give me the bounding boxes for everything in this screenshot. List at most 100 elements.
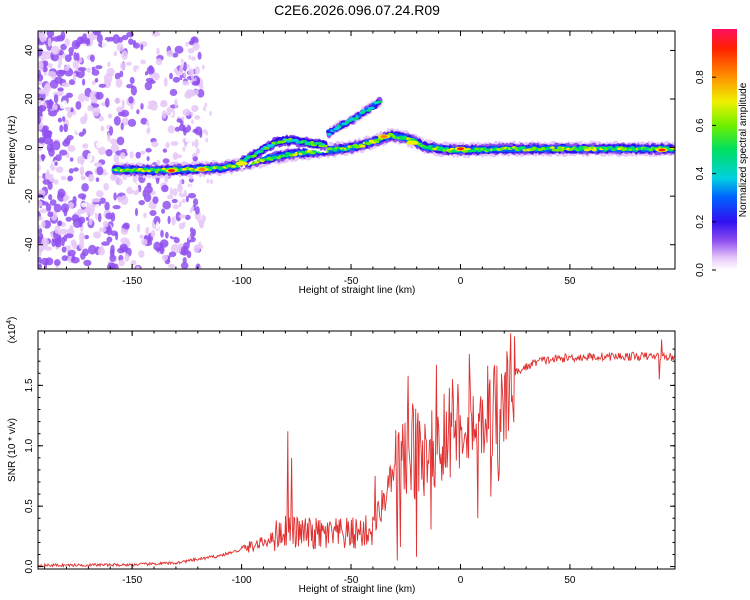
heatmap-noise-cell xyxy=(57,63,62,69)
heatmap-noise-cell xyxy=(188,185,193,194)
heatmap-ridge-cell xyxy=(264,147,270,150)
heatmap-noise-cell xyxy=(198,241,202,247)
heatmap-noise-cell xyxy=(104,201,110,211)
heatmap-noise-cell xyxy=(156,159,161,166)
heatmap-ridge-cell xyxy=(583,146,588,149)
colorbar-gradient xyxy=(712,29,737,270)
spectrogram-panel: -150 -100 -50 0 50 -40 -20 0 20 40 Height of str… xyxy=(7,30,676,296)
colorbar-tick-label: 0.2 xyxy=(695,214,706,228)
heatmap-noise-cell xyxy=(95,65,103,70)
heatmap-ridge-cell xyxy=(353,117,359,120)
heatmap-noise-cell xyxy=(121,117,129,126)
heatmap-noise-cell xyxy=(46,143,54,153)
heatmap-noise-cell xyxy=(84,234,89,240)
heatmap-noise-cell xyxy=(41,154,45,162)
heatmap-noise-cell xyxy=(183,189,187,195)
heatmap-noise-cell xyxy=(87,152,93,162)
heatmap-noise-cell xyxy=(89,90,98,101)
heatmap-noise-cell xyxy=(56,250,63,256)
heatmap-noise-cell xyxy=(57,87,64,92)
heatmap-noise-cell xyxy=(191,56,196,61)
heatmap-ridge-cell xyxy=(326,132,332,136)
heatmap-noise-cell xyxy=(115,78,123,88)
heatmap-noise-cell xyxy=(82,143,89,149)
heatmap-noise-cell xyxy=(47,211,54,218)
heatmap-noise-cell xyxy=(82,78,86,86)
heatmap-noise-cell xyxy=(94,78,99,83)
heatmap-noise-cell xyxy=(186,64,190,69)
heatmap-noise-cell xyxy=(67,201,74,209)
heatmap-noise-cell xyxy=(182,108,191,116)
heatmap-noise-cell xyxy=(174,98,178,109)
heatmap-noise-cell xyxy=(110,143,120,154)
heatmap-noise-cell xyxy=(107,113,113,119)
heatmap-noise-cell xyxy=(71,114,79,120)
heatmap-noise-cell xyxy=(162,200,171,210)
heatmap-noise-cell xyxy=(48,90,54,100)
heatmap-noise-cell xyxy=(194,66,200,75)
heatmap-ridge-cell xyxy=(619,146,624,149)
heatmap-noise-cell xyxy=(61,203,69,213)
svg-text:(x104): (x104) xyxy=(6,317,18,344)
colorbar-ticks: 0.0 0.2 0.4 0.6 0.8 xyxy=(695,70,716,277)
heatmap-noise-cell xyxy=(62,140,70,147)
heatmap-noise-cell xyxy=(183,33,189,40)
heatmap-noise-cell xyxy=(132,252,141,259)
heatmap-noise-cell xyxy=(91,69,100,76)
heatmap-noise-cell xyxy=(72,241,78,250)
heatmap-ridge-cell xyxy=(259,150,264,153)
heatmap-noise-cell xyxy=(39,32,46,43)
heatmap-noise-cell xyxy=(79,43,87,48)
y-tick-label: 1.5 xyxy=(24,378,35,392)
heatmap-noise-cell xyxy=(194,115,201,120)
snr-line xyxy=(37,333,676,568)
heatmap-ridge-cell xyxy=(316,141,323,145)
heatmap-noise-cell xyxy=(103,220,109,228)
heatmap-noise-cell xyxy=(63,123,68,133)
spectrogram-x-ticks: -150 -100 -50 0 50 xyxy=(44,31,658,287)
heatmap-noise-cell xyxy=(109,265,115,269)
heatmap-noise-cell xyxy=(120,195,129,206)
heatmap-noise-cell xyxy=(38,154,42,164)
heatmap-noise-cell xyxy=(38,163,41,172)
heatmap-noise-cell xyxy=(171,216,176,226)
heatmap-noise-cell xyxy=(43,85,48,94)
heatmap-noise-cell xyxy=(78,93,86,103)
heatmap-noise-cell xyxy=(140,43,144,51)
heatmap-noise-cell xyxy=(70,256,80,264)
heatmap-noise-cell xyxy=(64,106,72,111)
snr-x-ticks: -150 -100 -50 0 50 xyxy=(44,331,658,586)
heatmap-noise-cell xyxy=(68,168,74,174)
heatmap-noise-cell xyxy=(60,43,67,51)
heatmap-noise-cell xyxy=(165,142,170,149)
heatmap-noise-cell xyxy=(64,38,70,47)
heatmap-noise-cell xyxy=(124,253,130,262)
heatmap-noise-cell xyxy=(91,80,96,86)
heatmap-noise-cell xyxy=(161,184,169,193)
heatmap-noise-cell xyxy=(182,221,186,227)
heatmap-noise-cell xyxy=(188,235,192,241)
heatmap-noise-cell xyxy=(110,230,118,236)
heatmap-noise-cell xyxy=(55,166,64,174)
y-tick-label: 20 xyxy=(24,93,35,105)
snr-scale-label: (x10 xyxy=(7,323,18,343)
heatmap-noise-cell xyxy=(200,223,204,229)
heatmap-ridge-cell xyxy=(269,143,275,147)
heatmap-ridge-cell xyxy=(520,146,526,149)
heatmap-noise-cell xyxy=(182,80,190,86)
heatmap-noise-cell xyxy=(120,122,124,131)
heatmap-noise-cell xyxy=(88,244,97,255)
heatmap-noise-cell xyxy=(110,138,118,145)
heatmap-noise-cell xyxy=(150,229,156,238)
snr-x-label: Height of straight line (km) xyxy=(299,584,416,595)
heatmap-noise-cell xyxy=(180,64,184,69)
heatmap-noise-cell xyxy=(191,206,195,211)
heatmap-noise-cell xyxy=(190,111,194,117)
heatmap-noise-cell xyxy=(78,240,85,250)
heatmap-noise-cell xyxy=(67,145,76,152)
heatmap-peak-cell xyxy=(168,169,175,173)
heatmap-noise-cell xyxy=(168,251,177,258)
heatmap-noise-cell xyxy=(204,102,208,108)
heatmap-noise-cell xyxy=(65,233,74,239)
heatmap-noise-cell xyxy=(57,117,63,123)
